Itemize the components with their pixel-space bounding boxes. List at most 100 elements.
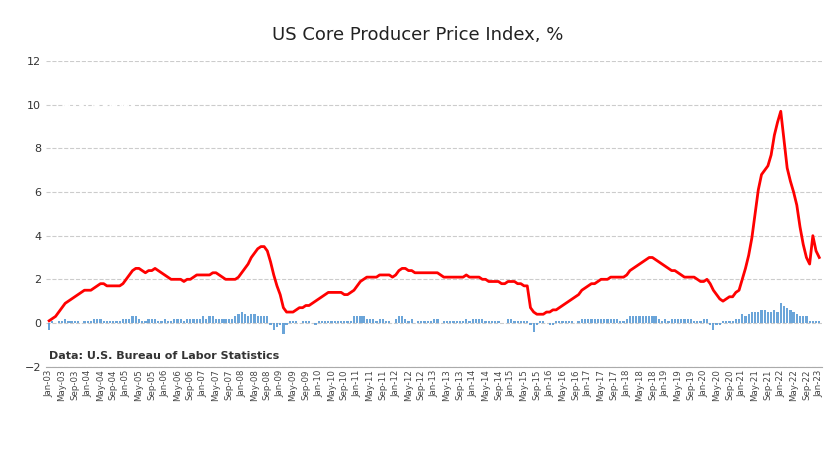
Bar (301, 321, 304, 323)
Bar (70, 321, 73, 323)
Bar (606, 319, 609, 323)
Bar (808, 321, 811, 323)
Bar (176, 319, 179, 323)
Bar (706, 319, 708, 323)
Bar (430, 321, 433, 323)
Bar (802, 316, 804, 323)
Bar (436, 319, 438, 323)
Bar (686, 319, 689, 323)
Bar (205, 319, 207, 323)
Bar (812, 321, 814, 323)
Bar (651, 316, 654, 323)
Bar (757, 312, 759, 323)
Bar (225, 319, 227, 323)
Bar (228, 319, 230, 323)
Bar (658, 319, 660, 323)
Bar (603, 319, 605, 323)
Bar (453, 321, 454, 323)
Bar (600, 319, 602, 323)
Bar (96, 319, 99, 323)
Bar (119, 321, 121, 323)
Bar (763, 310, 766, 323)
Bar (777, 312, 779, 323)
Bar (494, 321, 496, 323)
Bar (580, 319, 583, 323)
Bar (61, 321, 63, 323)
Bar (362, 316, 365, 323)
Bar (712, 323, 715, 329)
Bar (154, 319, 156, 323)
Bar (786, 308, 788, 323)
Bar (770, 312, 772, 323)
Bar (173, 319, 175, 323)
Bar (427, 321, 429, 323)
Bar (375, 321, 377, 323)
Bar (702, 319, 705, 323)
Bar (533, 323, 534, 332)
Bar (157, 321, 159, 323)
Bar (340, 321, 342, 323)
Bar (295, 321, 297, 323)
Bar (266, 316, 269, 323)
Bar (420, 321, 423, 323)
Bar (138, 319, 140, 323)
Bar (273, 323, 275, 329)
Bar (369, 319, 371, 323)
Bar (109, 321, 111, 323)
Bar (292, 321, 294, 323)
Bar (372, 319, 374, 323)
Bar (305, 321, 307, 323)
Bar (587, 319, 590, 323)
Bar (472, 319, 473, 323)
Text: Data: U.S. Bureau of Labor Statistics: Data: U.S. Bureau of Labor Statistics (49, 351, 280, 361)
Bar (735, 319, 737, 323)
Bar (578, 321, 579, 323)
Bar (160, 321, 163, 323)
Bar (289, 321, 291, 323)
Bar (250, 314, 252, 323)
Bar (73, 321, 76, 323)
Bar (648, 316, 650, 323)
Bar (561, 321, 564, 323)
Bar (237, 314, 240, 323)
Bar (144, 321, 146, 323)
Bar (677, 319, 679, 323)
Bar (263, 316, 266, 323)
Bar (199, 319, 201, 323)
Bar (260, 316, 262, 323)
Bar (767, 312, 769, 323)
Text: US Core Producer Price Index, %: US Core Producer Price Index, % (272, 26, 563, 44)
Bar (549, 323, 551, 325)
Bar (404, 319, 407, 323)
Bar (356, 316, 358, 323)
Bar (221, 319, 224, 323)
Bar (150, 319, 153, 323)
Bar (231, 319, 233, 323)
Bar (458, 321, 461, 323)
Bar (378, 319, 381, 323)
Bar (247, 316, 249, 323)
Bar (183, 321, 185, 323)
Bar (125, 319, 127, 323)
Bar (417, 321, 419, 323)
Bar (783, 306, 785, 323)
Bar (314, 323, 316, 325)
Bar (215, 319, 217, 323)
Bar (478, 319, 480, 323)
Bar (671, 319, 673, 323)
Bar (613, 319, 615, 323)
Bar (167, 321, 169, 323)
Bar (131, 316, 134, 323)
Bar (401, 316, 403, 323)
Bar (449, 321, 452, 323)
Bar (443, 321, 445, 323)
Bar (655, 316, 657, 323)
Bar (195, 319, 198, 323)
Bar (754, 312, 757, 323)
Bar (353, 316, 355, 323)
Bar (276, 323, 278, 327)
Bar (317, 321, 320, 323)
Bar (751, 312, 753, 323)
Bar (629, 316, 631, 323)
Bar (552, 323, 554, 325)
